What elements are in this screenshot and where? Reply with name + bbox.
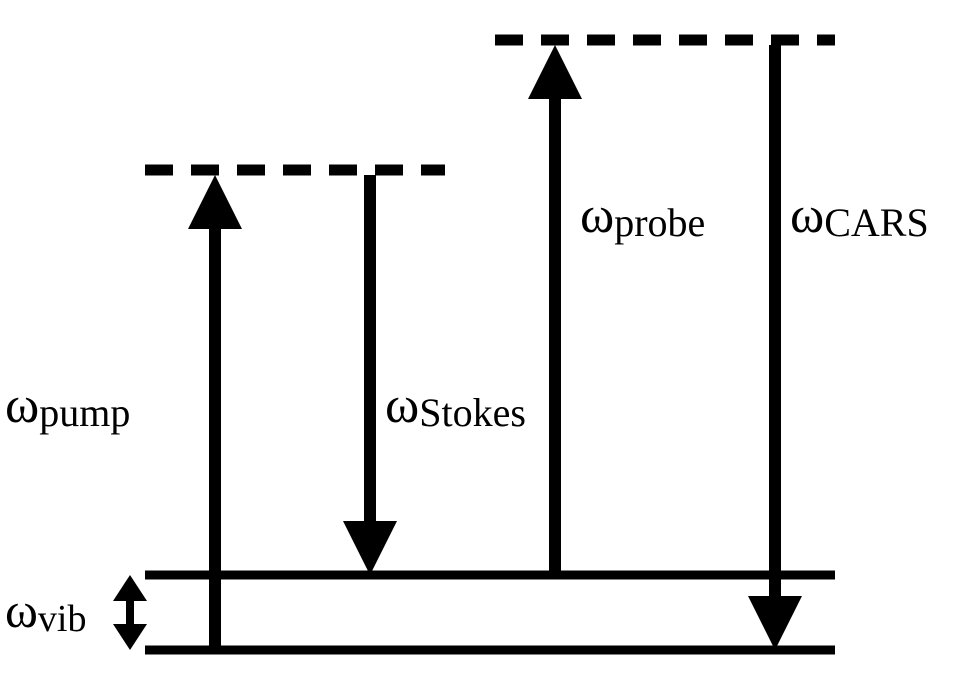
label-vib-sub: vib [38, 598, 87, 640]
label-vib: ωvib [5, 585, 86, 638]
label-stokes: ωStokes [385, 380, 526, 433]
arrow-vib-head-up [113, 575, 147, 601]
cars-energy-diagram: ωpump ωStokes ωprobe ωCARS ωvib [0, 0, 960, 691]
label-probe-sub: probe [614, 200, 705, 245]
arrow-pump-head [188, 175, 242, 229]
label-pump: ωpump [5, 380, 130, 433]
omega-glyph: ω [580, 187, 614, 244]
omega-glyph: ω [790, 187, 824, 244]
arrow-vib-head-down [113, 624, 147, 650]
diagram-svg [0, 0, 960, 691]
omega-glyph: ω [5, 377, 39, 434]
label-stokes-sub: Stokes [419, 390, 526, 435]
arrow-probe-head [528, 45, 582, 99]
label-cars: ωCARS [790, 190, 929, 243]
omega-glyph: ω [5, 582, 38, 638]
arrow-cars-head [748, 596, 802, 650]
label-pump-sub: pump [39, 390, 130, 435]
label-probe: ωprobe [580, 190, 705, 243]
arrow-stokes-head [343, 521, 397, 575]
omega-glyph: ω [385, 377, 419, 434]
label-cars-sub: CARS [824, 200, 929, 245]
